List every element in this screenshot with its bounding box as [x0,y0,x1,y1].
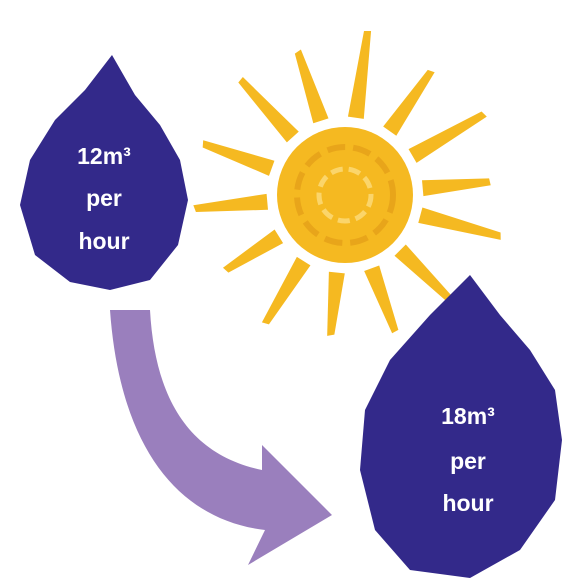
sun-ray [408,111,487,163]
drop-label: 12m³ [77,143,131,169]
drop [360,275,562,578]
sun-ray [347,31,372,119]
drop-label: per [86,185,122,211]
drop [20,55,188,290]
sun [193,31,501,336]
sun-ray [394,244,454,305]
sun-ray [193,193,268,213]
drop-label: hour [442,490,493,516]
sun-ray [364,265,399,334]
sun-ray [202,140,275,176]
sun-ray [238,77,299,143]
sun-ray [222,229,284,273]
drop-label: per [450,448,486,474]
sun-ray [327,271,345,336]
sun-ray [418,207,501,240]
drop-label: 18m³ [441,403,495,429]
sun-ray [422,178,491,197]
drop-label: hour [78,228,129,254]
sun-ray [294,49,329,124]
arrow [110,310,332,565]
sun-ray [261,256,311,325]
sun-ray [383,69,435,136]
sun-swirl [316,166,374,224]
sun-swirl [294,144,396,246]
